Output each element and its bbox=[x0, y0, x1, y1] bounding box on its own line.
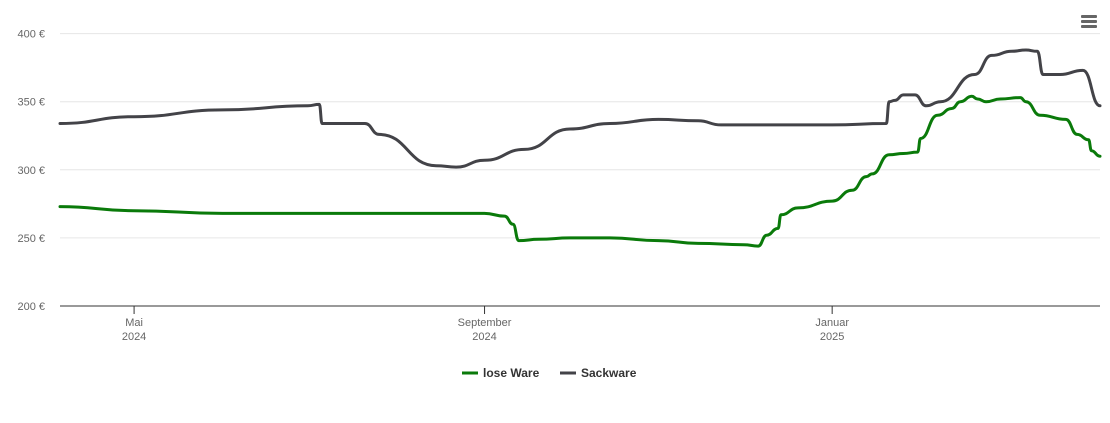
y-tick-label: 200 € bbox=[17, 301, 45, 313]
legend-label: lose Ware bbox=[483, 366, 540, 380]
x-axis: Mai 2024 September 2024 Januar 2025 bbox=[122, 306, 849, 343]
grid-lines bbox=[60, 33, 1100, 239]
y-tick-label: 350 € bbox=[17, 97, 45, 109]
legend-item[interactable]: lose Ware bbox=[462, 366, 540, 380]
legend-label: Sackware bbox=[581, 366, 637, 380]
y-tick-label: 400 € bbox=[17, 29, 45, 41]
y-tick-label: 300 € bbox=[17, 165, 45, 177]
series-line-1[interactable] bbox=[58, 48, 1102, 169]
legend: lose Ware Sackware bbox=[462, 366, 637, 380]
x-tick-label-year: 2024 bbox=[472, 331, 496, 343]
y-tick-label: 250 € bbox=[17, 233, 45, 245]
x-tick-label: Januar bbox=[815, 317, 849, 329]
x-tick-label: Mai bbox=[125, 317, 143, 329]
hamburger-menu-icon[interactable] bbox=[1076, 10, 1102, 34]
x-tick-label: September bbox=[458, 317, 512, 329]
x-tick-label-year: 2024 bbox=[122, 331, 146, 343]
legend-item[interactable]: Sackware bbox=[560, 366, 637, 380]
series-line-0[interactable] bbox=[58, 94, 1102, 248]
y-axis: 200 € 250 € 300 € 350 € 400 € bbox=[17, 29, 45, 313]
series bbox=[58, 48, 1102, 248]
x-tick-label-year: 2025 bbox=[820, 331, 844, 343]
